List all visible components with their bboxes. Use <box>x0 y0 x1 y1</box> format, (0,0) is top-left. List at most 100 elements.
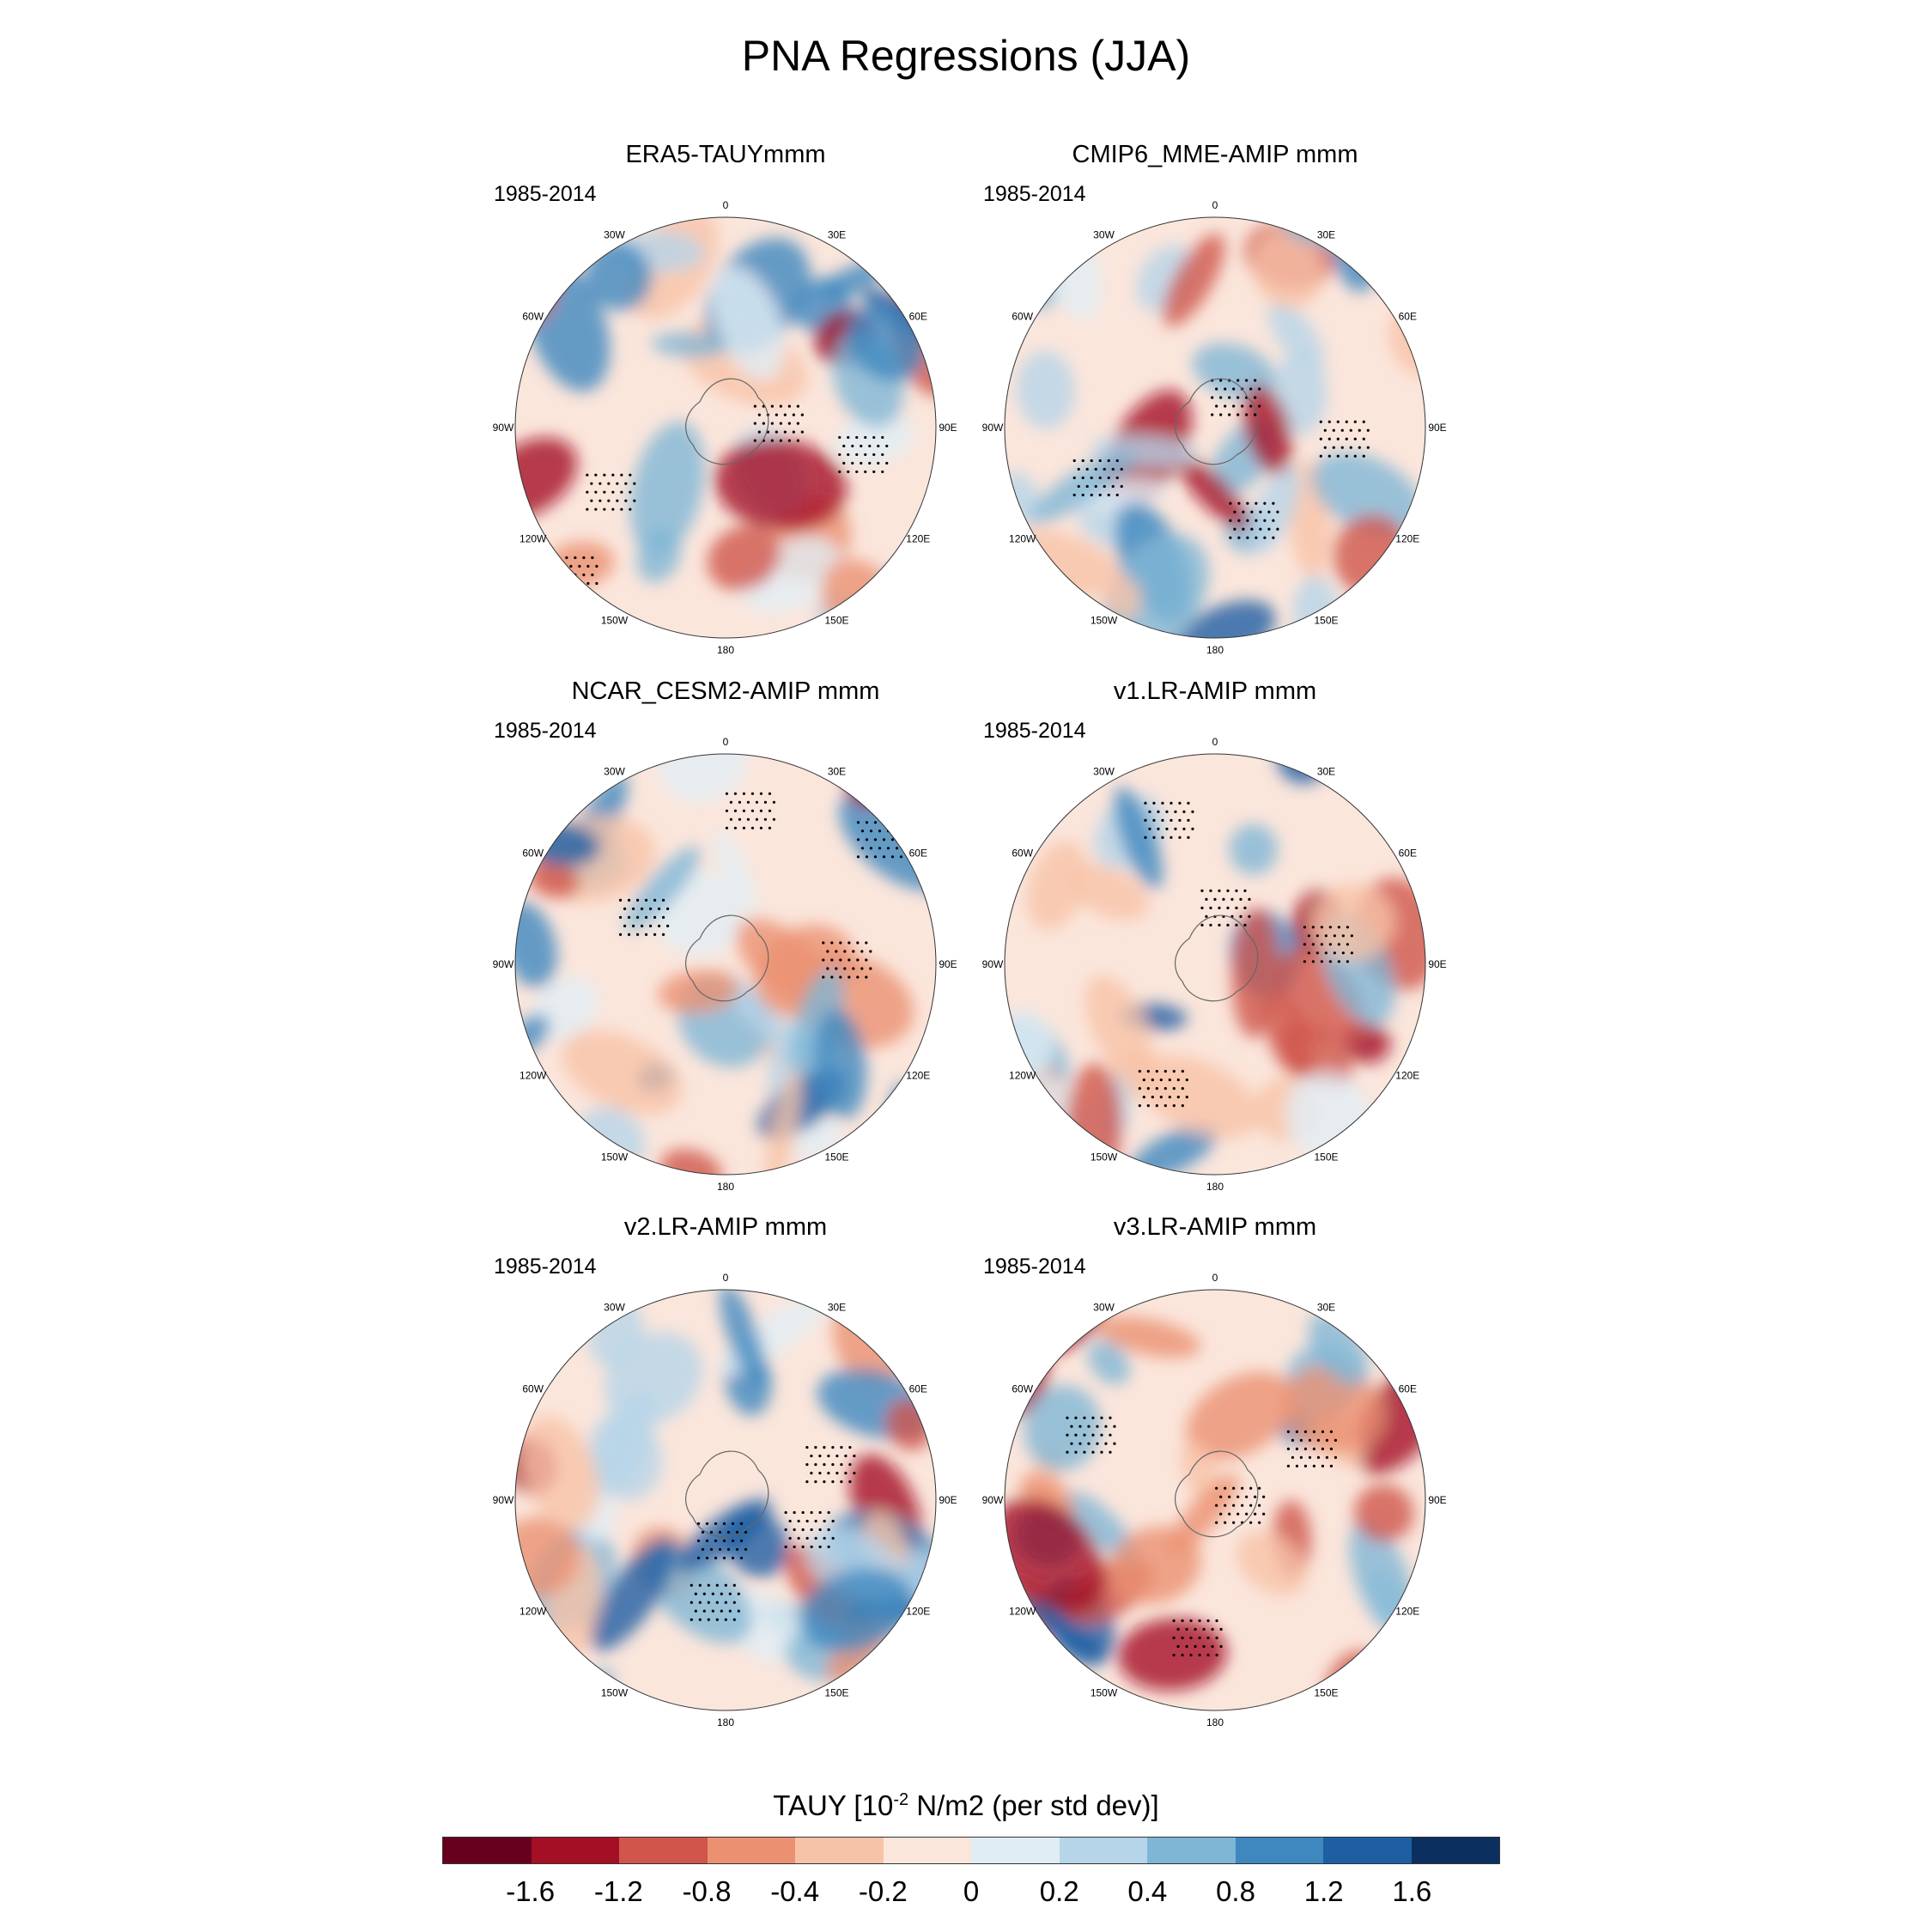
map-boundary <box>514 753 937 1176</box>
significance-stipple <box>1336 437 1340 440</box>
significance-stipple <box>1155 1070 1158 1073</box>
significance-stipple <box>1319 420 1322 423</box>
longitude-label: 90E <box>939 422 957 434</box>
significance-stipple <box>818 1545 822 1549</box>
significance-stipple <box>1189 1636 1193 1640</box>
anomaly-patch <box>1005 217 1072 260</box>
significance-stipple <box>598 499 602 502</box>
significance-stipple <box>1311 943 1315 946</box>
significance-stipple <box>750 826 755 829</box>
significance-stipple <box>1091 1450 1095 1454</box>
significance-stipple <box>1100 1450 1103 1454</box>
longitude-label: 180 <box>717 1181 734 1193</box>
significance-stipple <box>635 915 640 919</box>
significance-stipple <box>818 1510 822 1515</box>
anomaly-patch <box>1353 1484 1414 1542</box>
significance-stipple <box>552 581 556 586</box>
significance-stipple <box>1066 1450 1069 1454</box>
significance-stipple <box>855 470 859 474</box>
significance-stipple <box>1228 1512 1231 1516</box>
significance-stipple <box>1163 1104 1167 1108</box>
significance-stipple <box>873 838 878 841</box>
significance-stipple <box>1198 1653 1201 1657</box>
significance-stipple <box>860 461 863 465</box>
significance-stipple <box>1243 923 1247 927</box>
anomaly-patch <box>651 332 728 358</box>
longitude-label: 60E <box>1399 1383 1417 1395</box>
longitude-label: 150W <box>601 1151 629 1163</box>
significance-stipple <box>1320 943 1323 946</box>
significance-stipple <box>1144 801 1147 805</box>
significance-stipple <box>865 975 868 979</box>
significance-stipple <box>890 855 895 859</box>
significance-stipple <box>788 1536 792 1540</box>
significance-stipple <box>827 1545 830 1549</box>
significance-stipple <box>1189 1653 1193 1657</box>
significance-stipple <box>848 1445 852 1449</box>
significance-stipple <box>574 556 577 560</box>
significance-stipple <box>814 1479 817 1484</box>
significance-stipple <box>1299 1455 1303 1459</box>
panel-period: 1985-2014 <box>494 719 597 743</box>
significance-stipple <box>770 439 774 442</box>
significance-stipple <box>607 482 611 485</box>
significance-stipple <box>1066 1433 1069 1437</box>
significance-stipple <box>1353 437 1357 440</box>
significance-stipple <box>714 1556 718 1560</box>
significance-stipple <box>1254 1512 1257 1516</box>
anomaly-patch <box>590 1538 677 1651</box>
significance-stipple <box>616 482 619 485</box>
significance-stipple <box>737 1592 740 1595</box>
significance-stipple <box>895 847 899 850</box>
significance-stipple <box>856 975 860 979</box>
significance-stipple <box>732 1601 736 1604</box>
significance-stipple <box>1229 536 1232 539</box>
significance-stipple <box>698 1601 702 1604</box>
longitude-label: 30E <box>828 1302 846 1314</box>
colorbar-box <box>1411 1838 1499 1863</box>
longitude-label: 90E <box>1428 958 1446 970</box>
significance-stipple <box>705 1522 709 1526</box>
panel-title: NCAR_CESM2-AMIP mmm <box>571 677 880 705</box>
significance-stipple <box>1245 1512 1249 1516</box>
significance-stipple <box>823 1445 826 1449</box>
significance-stipple <box>582 590 586 594</box>
significance-stipple <box>1255 536 1258 539</box>
anomaly-patch <box>1251 228 1324 309</box>
significance-stipple <box>1081 476 1084 480</box>
significance-stipple <box>1074 1433 1078 1437</box>
significance-stipple <box>737 1609 740 1613</box>
significance-stipple <box>1174 827 1177 830</box>
significance-stipple <box>1245 379 1249 382</box>
significance-stipple <box>1152 835 1156 839</box>
significance-stipple <box>1345 420 1348 423</box>
anomaly-patch <box>515 1516 580 1599</box>
significance-stipple <box>603 473 606 477</box>
significance-stipple <box>1340 446 1344 449</box>
significance-stipple <box>1083 1450 1086 1454</box>
significance-stipple <box>831 1479 835 1484</box>
significance-stipple <box>750 792 755 795</box>
significance-stipple <box>1224 1521 1227 1524</box>
significance-stipple <box>620 490 623 494</box>
significance-stipple <box>1236 379 1240 382</box>
longitude-label: 30E <box>1317 229 1335 241</box>
map-panel-cmip6: CMIP6_MME-AMIP mmm 1985-2014 0 30E 60E 90E 1… <box>975 141 1455 668</box>
significance-stipple <box>1087 1442 1091 1445</box>
anomaly-patch <box>707 525 781 591</box>
anomaly-patch <box>1084 975 1153 1078</box>
significance-stipple <box>1336 454 1340 458</box>
significance-stipple <box>635 898 640 902</box>
significance-stipple <box>847 435 850 440</box>
significance-stipple <box>814 1462 817 1467</box>
significance-stipple <box>865 941 868 945</box>
significance-stipple <box>1362 420 1365 423</box>
significance-stipple <box>1258 1521 1261 1524</box>
significance-stipple <box>1152 801 1156 805</box>
colorbar-label: -0.8 <box>682 1875 732 1907</box>
significance-stipple <box>1109 1416 1112 1419</box>
significance-stipple <box>661 933 665 936</box>
map-panel-v2: v2.LR-AMIP mmm 1985-2014 0 30E 60E 90E 120E 1… <box>485 1213 966 1741</box>
panel-period: 1985-2014 <box>983 719 1086 743</box>
significance-stipple <box>644 933 648 936</box>
